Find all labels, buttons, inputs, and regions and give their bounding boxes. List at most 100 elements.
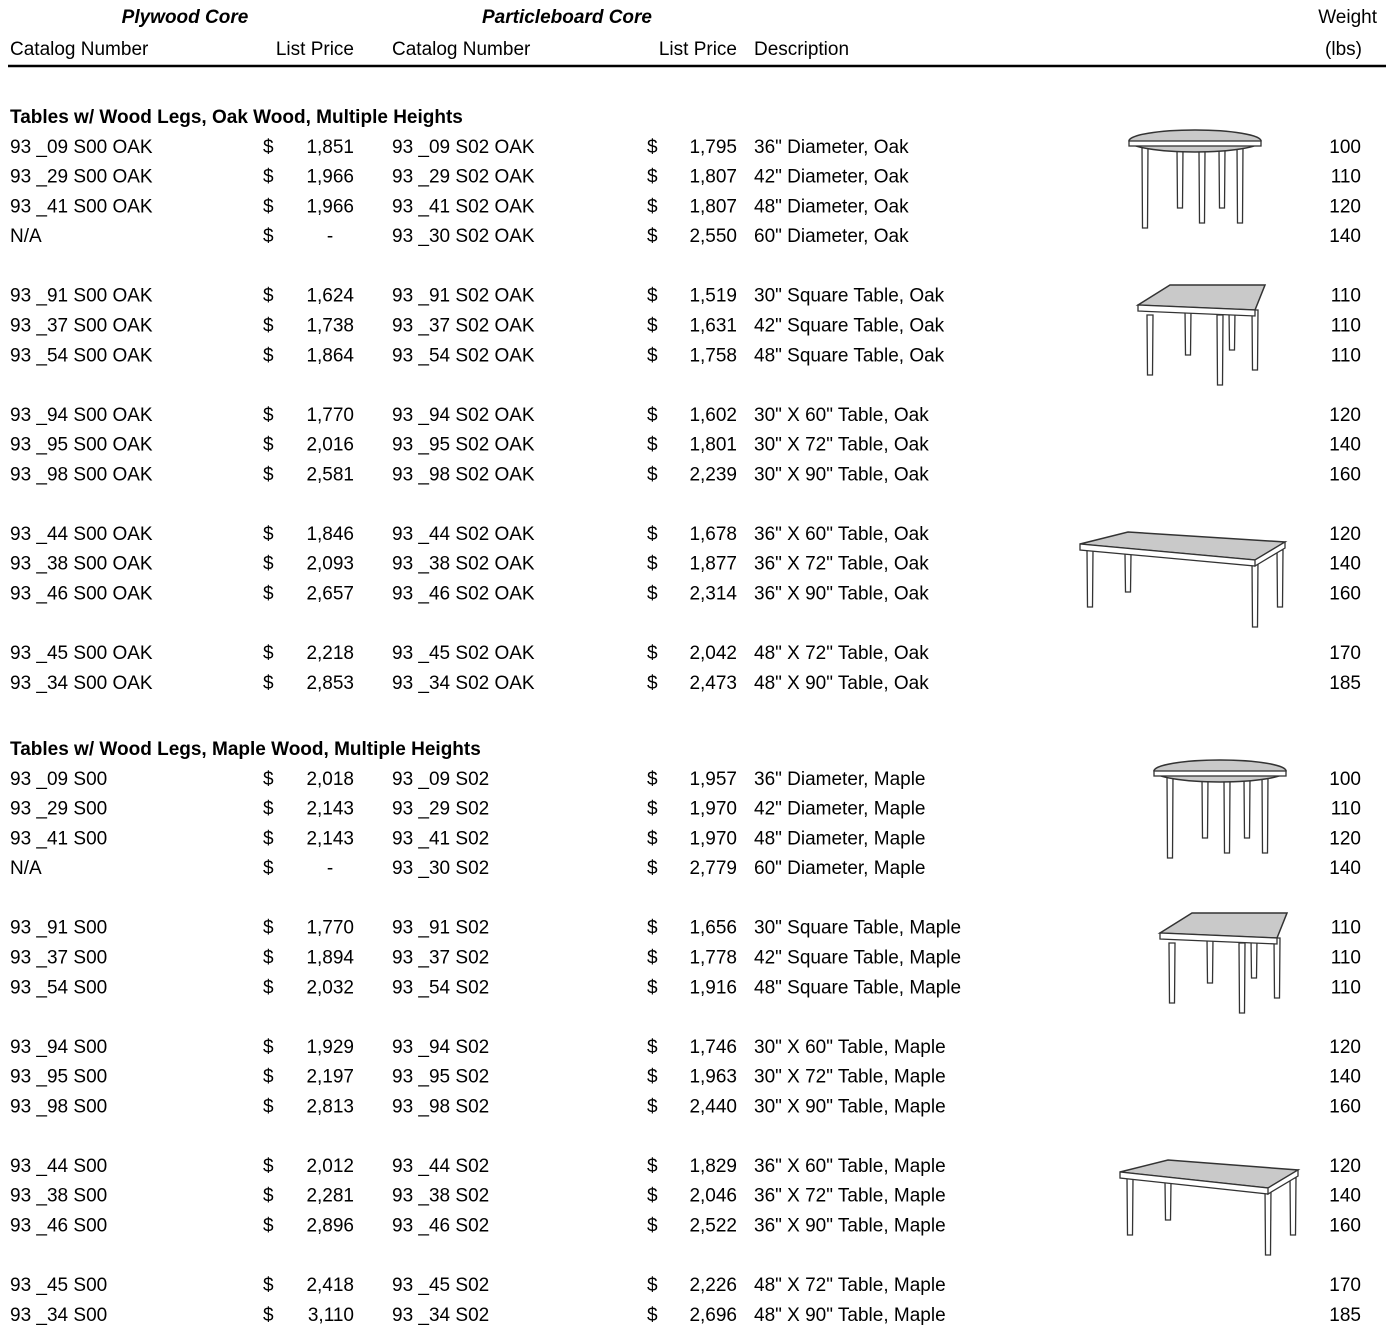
drawing-part: [1206, 937, 1214, 984]
table-illustration: [1079, 531, 1288, 628]
column-header: Weight: [1318, 7, 1378, 28]
cell: 2,012: [306, 1156, 354, 1177]
currency: $: [263, 858, 274, 879]
cell: 2,779: [689, 858, 737, 879]
cell: 1,746: [689, 1037, 737, 1058]
cell: 1,929: [306, 1037, 354, 1058]
cell: 93 _38 S02: [392, 1186, 489, 1207]
cell: 160: [1329, 1096, 1361, 1117]
cell: 1,970: [689, 828, 737, 849]
drawing-part: [1238, 942, 1246, 1014]
cell: 93 _94 S02: [392, 1037, 489, 1058]
cell: 120: [1329, 1037, 1361, 1058]
currency: $: [263, 918, 274, 939]
currency: $: [647, 918, 658, 939]
cell: 93 _45 S02: [392, 1275, 489, 1296]
cell: 93 _91 S02 OAK: [392, 286, 535, 307]
cell: 1,957: [689, 769, 737, 790]
group-header: Particleboard Core: [482, 7, 652, 28]
cell: 93 _09 S02 OAK: [392, 137, 535, 158]
cell: 2,314: [689, 583, 737, 604]
currency: $: [647, 828, 658, 849]
cell: 93 _37 S02: [392, 947, 489, 968]
cell: 2,218: [306, 643, 354, 664]
cell: 93 _94 S02 OAK: [392, 405, 535, 426]
drawing-part: [1236, 144, 1244, 224]
cell: 1,963: [689, 1067, 737, 1088]
currency: $: [263, 524, 274, 545]
cell: 1,807: [689, 167, 737, 188]
cell: 93 _09 S00 OAK: [10, 137, 153, 158]
cell: 2,226: [689, 1275, 737, 1296]
currency: $: [263, 947, 274, 968]
cell: 93 _91 S00 OAK: [10, 286, 153, 307]
drawing-part: [1251, 559, 1259, 628]
cell: 30" Square Table, Oak: [754, 286, 945, 307]
cell: 120: [1329, 524, 1361, 545]
cell: 93 _37 S00: [10, 947, 107, 968]
cell: 48" Square Table, Maple: [754, 977, 961, 998]
cell: 36" X 90" Table, Maple: [754, 1215, 946, 1236]
cell: 36" X 60" Table, Oak: [754, 524, 929, 545]
drawing-part: [1251, 309, 1259, 371]
cell: 93 _45 S00 OAK: [10, 643, 153, 664]
cell: 42" Diameter, Maple: [754, 799, 926, 820]
cell: 93 _09 S00: [10, 769, 107, 790]
cell: 110: [1331, 799, 1361, 820]
cell: 2,032: [306, 977, 354, 998]
currency: $: [263, 464, 274, 485]
cell: 100: [1329, 137, 1361, 158]
cell: 30" X 72" Table, Oak: [754, 435, 929, 456]
cell: 2,522: [689, 1215, 737, 1236]
currency: $: [263, 1037, 274, 1058]
cell: 93 _54 S02 OAK: [392, 345, 535, 366]
currency: $: [647, 1215, 658, 1236]
cell: 2,853: [306, 673, 354, 694]
cell: 93 _09 S02: [392, 769, 489, 790]
currency: $: [647, 1037, 658, 1058]
cell: 93 _41 S02 OAK: [392, 196, 535, 217]
currency: $: [647, 226, 658, 247]
cell: 1,770: [306, 918, 354, 939]
cell: 120: [1329, 196, 1361, 217]
cell: 93 _95 S02: [392, 1067, 489, 1088]
cell: 30" X 60" Table, Maple: [754, 1037, 946, 1058]
column-header: Catalog Number: [392, 39, 531, 60]
currency: $: [647, 1067, 658, 1088]
drawing-part: [1218, 148, 1226, 209]
cell: 93 _98 S02 OAK: [392, 464, 535, 485]
cell: 2,018: [306, 769, 354, 790]
currency: $: [647, 977, 658, 998]
cell: 30" X 72" Table, Maple: [754, 1067, 946, 1088]
cell: 93 _54 S02: [392, 977, 489, 998]
currency: $: [647, 167, 658, 188]
cell: 1,877: [689, 554, 737, 575]
cell: 2,093: [306, 554, 354, 575]
currency: $: [647, 464, 658, 485]
currency: $: [647, 1156, 658, 1177]
cell: 93 _38 S02 OAK: [392, 554, 535, 575]
cell: 2,813: [306, 1096, 354, 1117]
table-illustration: [1128, 129, 1262, 229]
cell: 93 _94 S00 OAK: [10, 405, 153, 426]
currency: $: [647, 1186, 658, 1207]
cell: N/A: [10, 226, 42, 247]
cell: 160: [1329, 583, 1361, 604]
drawing-part: [1168, 942, 1176, 1004]
cell: 110: [1331, 977, 1361, 998]
currency: $: [647, 1096, 658, 1117]
cell: 140: [1329, 226, 1361, 247]
drawing-part: [1153, 770, 1287, 777]
cell: 93 _94 S00: [10, 1037, 107, 1058]
currency: $: [263, 1186, 274, 1207]
cell: 2,440: [689, 1096, 737, 1117]
currency: $: [647, 524, 658, 545]
cell: 48" Diameter, Maple: [754, 828, 926, 849]
cell: 93 _29 S00: [10, 799, 107, 820]
cell: 93 _37 S00 OAK: [10, 315, 153, 336]
drawing-part: [1276, 549, 1284, 608]
cell: 1,916: [689, 977, 737, 998]
table-illustration: [1157, 912, 1289, 1014]
cell: 60" Diameter, Oak: [754, 226, 909, 247]
cell: 36" X 72" Table, Oak: [754, 554, 929, 575]
